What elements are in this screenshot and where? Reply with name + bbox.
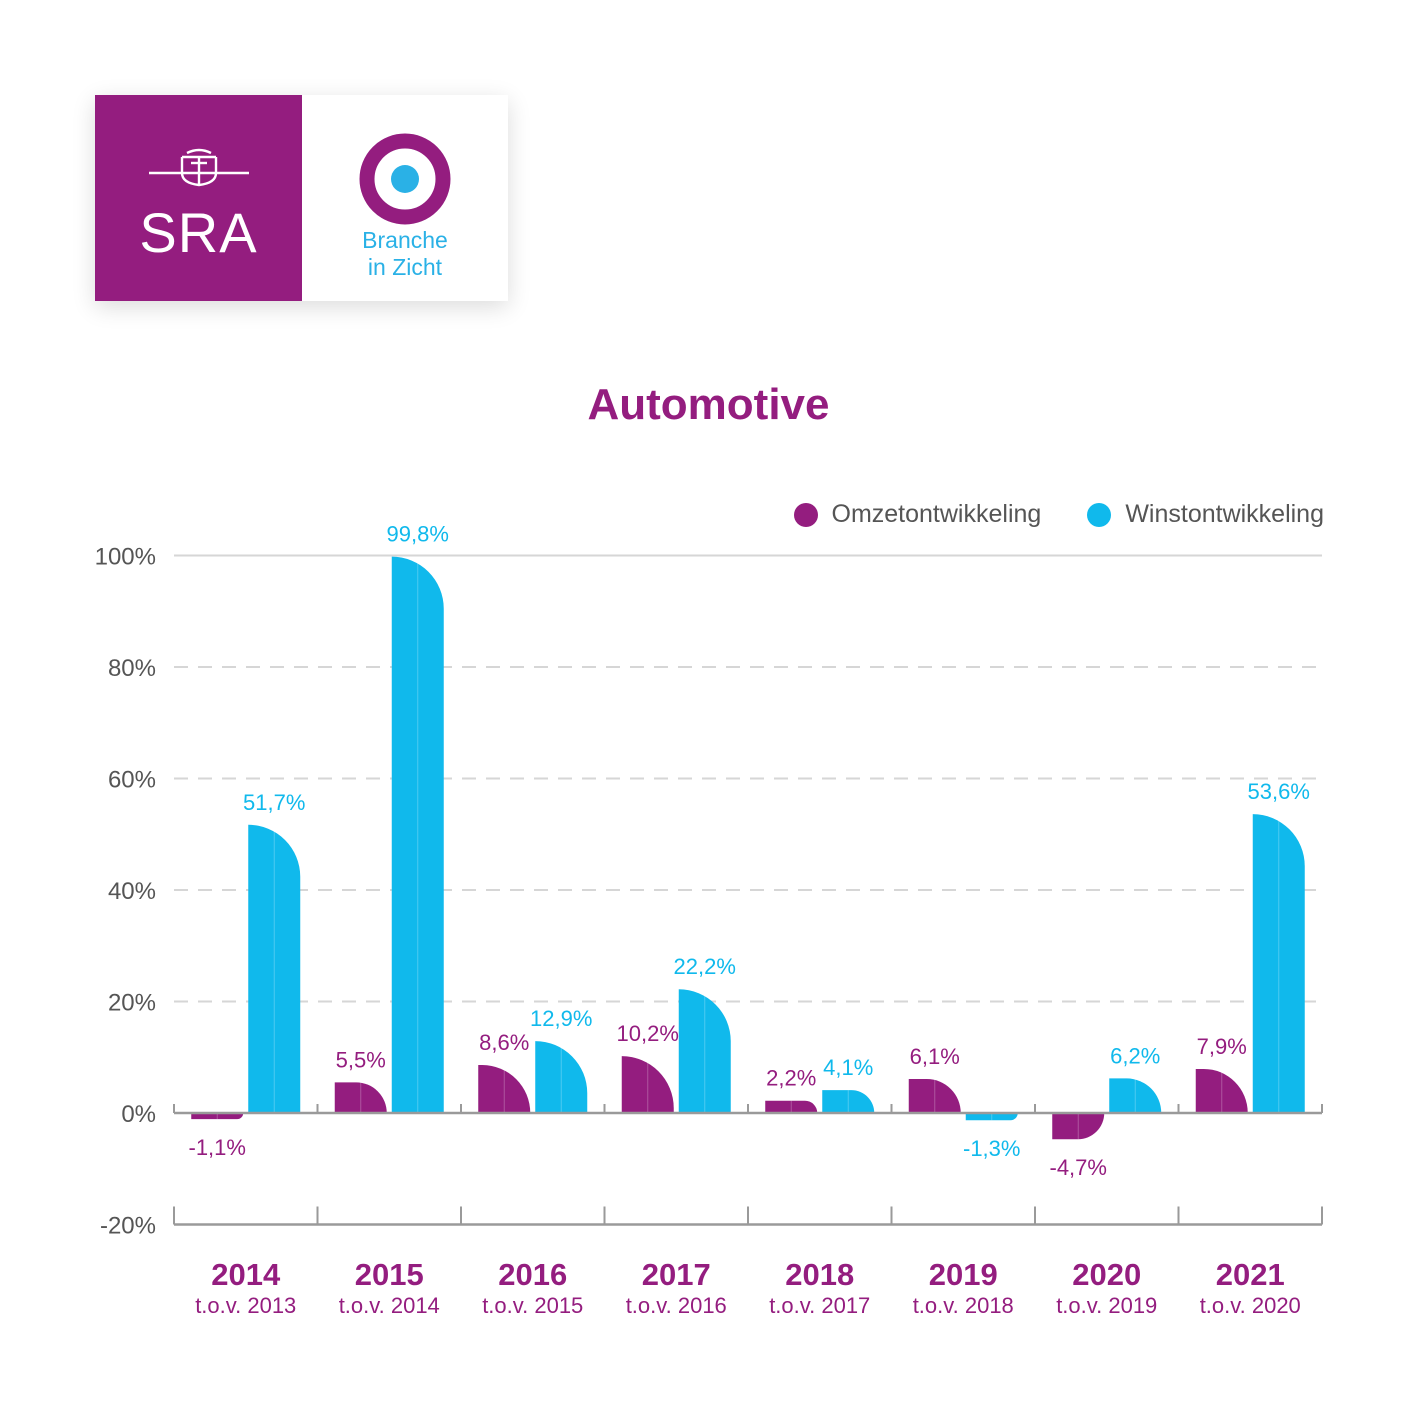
data-label-winst: 12,9% [530, 1006, 592, 1031]
bar-winst [1252, 814, 1305, 1113]
branche-in-zicht-logo: Branche in Zicht [302, 95, 508, 301]
data-label-winst: 22,2% [674, 954, 736, 979]
data-label-omzet: 5,5% [336, 1047, 386, 1072]
x-tick-sublabel: t.o.v. 2014 [339, 1293, 440, 1318]
data-label-omzet: 8,6% [479, 1030, 529, 1055]
bar-winst [1109, 1078, 1162, 1113]
y-tick-label: -20% [100, 1213, 156, 1240]
data-label-winst: 51,7% [243, 790, 305, 815]
x-tick-label: 2016 [498, 1257, 567, 1292]
x-tick-label: 2020 [1072, 1257, 1141, 1292]
y-tick-label: 40% [108, 878, 156, 905]
x-tick-sublabel: t.o.v. 2013 [195, 1293, 296, 1318]
branche-in-zicht-line1: Branche [362, 227, 448, 253]
data-label-omzet: 7,9% [1197, 1034, 1247, 1059]
logo-card: SRA Branche in Zicht [95, 95, 508, 301]
legend-label-omzet: Omzetontwikkeling [831, 500, 1042, 528]
sra-logo-text: SRA [139, 201, 258, 264]
x-tick-sublabel: t.o.v. 2020 [1200, 1293, 1301, 1318]
y-tick-label: 20% [108, 990, 156, 1017]
x-tick-sublabel: t.o.v. 2016 [626, 1293, 727, 1318]
x-tick-sublabel: t.o.v. 2019 [1056, 1293, 1157, 1318]
bar-winst [391, 556, 444, 1113]
bar-omzet [1195, 1068, 1248, 1113]
bar-omzet [908, 1078, 961, 1113]
data-label-omzet: 10,2% [617, 1021, 679, 1046]
sra-emblem-icon [149, 148, 249, 187]
data-label-winst: 53,6% [1248, 779, 1310, 804]
bar-omzet [1052, 1113, 1105, 1140]
data-label-omzet: 6,1% [910, 1044, 960, 1069]
bar-omzet [478, 1065, 531, 1113]
data-label-winst: 6,2% [1110, 1043, 1160, 1068]
x-tick-label: 2017 [642, 1257, 711, 1292]
branche-in-zicht-text: Branche in Zicht [302, 227, 508, 281]
legend-swatch-winst [1087, 502, 1112, 527]
chart-title: Automotive [587, 380, 830, 429]
legend-item-omzet: Omzetontwikkeling [793, 500, 1042, 529]
x-tick-label: 2018 [785, 1257, 854, 1292]
bar-omzet [621, 1056, 674, 1113]
legend-item-winst: Winstontwikkeling [1087, 500, 1324, 529]
chart-legend: Omzetontwikkeling Winstontwikkeling [748, 500, 1324, 529]
bar-winst [678, 989, 731, 1113]
y-tick-label: 100% [95, 544, 156, 571]
data-label-winst: 4,1% [823, 1055, 873, 1080]
data-label-winst: -1,3% [963, 1136, 1020, 1161]
x-tick-label: 2021 [1216, 1257, 1285, 1292]
x-tick-label: 2015 [355, 1257, 424, 1292]
y-tick-label: 80% [108, 655, 156, 682]
branche-in-zicht-line2: in Zicht [367, 254, 443, 280]
data-label-omzet: -1,1% [189, 1135, 246, 1160]
x-tick-label: 2014 [211, 1257, 281, 1292]
x-tick-sublabel: t.o.v. 2018 [913, 1293, 1014, 1318]
x-tick-sublabel: t.o.v. 2017 [769, 1293, 870, 1318]
bar-winst [822, 1090, 875, 1113]
legend-swatch-omzet [793, 502, 818, 527]
bar-omzet [334, 1082, 387, 1113]
x-tick-label: 2019 [929, 1257, 998, 1292]
bar-omzet [765, 1100, 818, 1113]
bar-omzet [191, 1113, 244, 1120]
legend-label-winst: Winstontwikkeling [1125, 500, 1324, 528]
bar-winst [535, 1041, 588, 1113]
sra-logo: SRA [95, 95, 302, 301]
y-tick-label: 60% [108, 767, 156, 794]
y-tick-label: 0% [121, 1101, 156, 1128]
target-icon [359, 133, 451, 225]
data-label-winst: 99,8% [387, 522, 449, 547]
data-label-omzet: -4,7% [1050, 1155, 1107, 1180]
bar-winst [248, 824, 301, 1113]
data-label-omzet: 2,2% [766, 1066, 816, 1091]
bar-winst [965, 1113, 1018, 1121]
x-tick-sublabel: t.o.v. 2015 [482, 1293, 583, 1318]
